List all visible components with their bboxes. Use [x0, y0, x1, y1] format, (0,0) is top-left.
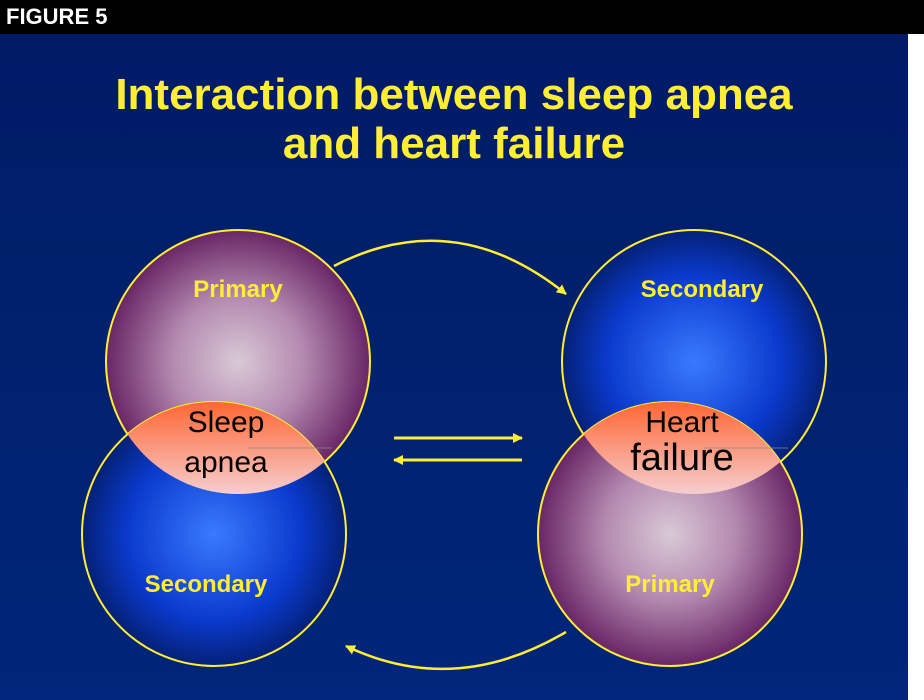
left-bottom-label: Secondary [145, 571, 268, 598]
right-bottom-label: Primary [625, 571, 715, 598]
right-circle-pair: Secondary Primary Heart failure [538, 230, 826, 666]
right-top-label: Secondary [641, 276, 764, 303]
left-lens-label-line2: apnea [184, 446, 268, 479]
interaction-diagram: Primary Secondary Sleep apnea Secondary … [0, 34, 908, 700]
right-lens-label-line1: Heart [645, 406, 719, 439]
top-curved-arrow [334, 241, 566, 294]
left-circle-pair: Primary Secondary Sleep apnea [82, 230, 370, 666]
slide-background: Interaction between sleep apnea and hear… [0, 34, 908, 700]
left-top-label: Primary [193, 276, 283, 303]
figure-label-bar: FIGURE 5 [0, 0, 924, 34]
figure-label: FIGURE 5 [6, 4, 107, 30]
left-lens-label-line1: Sleep [188, 406, 265, 439]
right-white-strip [908, 34, 924, 700]
figure-container: FIGURE 5 Interaction between sleep apnea… [0, 0, 924, 700]
right-lens-label-line2: failure [630, 437, 734, 479]
bottom-curved-arrow [346, 632, 566, 669]
